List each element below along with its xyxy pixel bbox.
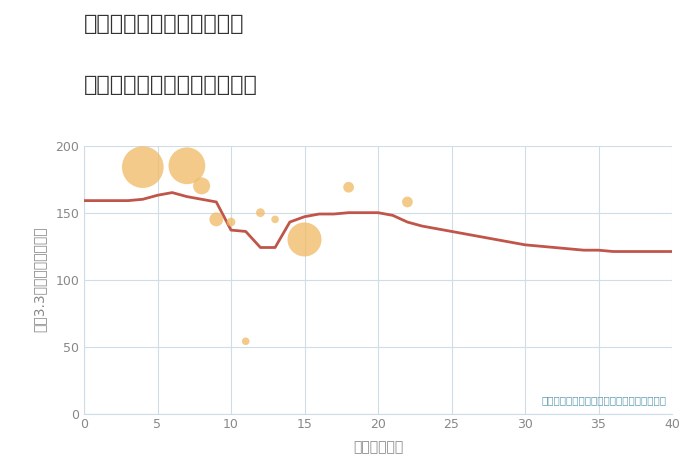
Point <box>255 209 266 216</box>
Point <box>196 182 207 190</box>
Point <box>211 216 222 223</box>
Point <box>299 236 310 243</box>
Text: 円の大きさは、取引のあった物件面積を示す: 円の大きさは、取引のあった物件面積を示す <box>541 396 666 406</box>
Text: 神奈川県横浜市中区本郷町: 神奈川県横浜市中区本郷町 <box>84 14 244 34</box>
X-axis label: 築年数（年）: 築年数（年） <box>353 440 403 454</box>
Text: 築年数別中古マンション価格: 築年数別中古マンション価格 <box>84 75 258 95</box>
Point <box>402 198 413 206</box>
Point <box>181 162 193 170</box>
Point <box>137 164 148 171</box>
Point <box>343 183 354 191</box>
Y-axis label: 坪（3.3㎡）単価（万円）: 坪（3.3㎡）単価（万円） <box>33 227 47 332</box>
Point <box>240 337 251 345</box>
Point <box>225 218 237 226</box>
Point <box>270 216 281 223</box>
